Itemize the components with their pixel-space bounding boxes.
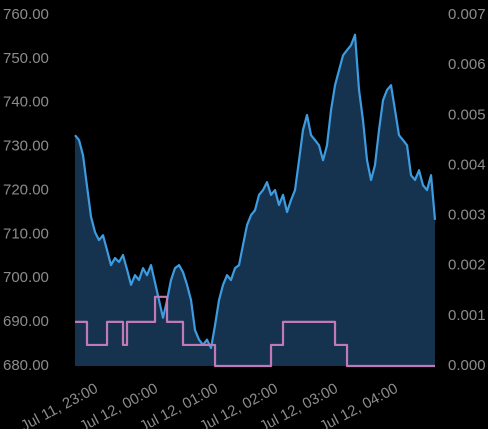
y-tick-label: 750.00 xyxy=(3,50,49,67)
y2-tick-label: 0.002 xyxy=(448,257,486,274)
y2-tick-label: 0.007 xyxy=(448,6,486,23)
y2-tick-label: 0.001 xyxy=(448,307,486,324)
line xyxy=(74,33,437,350)
line xyxy=(75,295,435,368)
y-tick-label: 680.00 xyxy=(3,357,49,374)
y2-tick-label: 0.003 xyxy=(448,207,486,224)
y2-tick-label: 0.000 xyxy=(448,357,486,374)
y-tick-label: 690.00 xyxy=(3,313,49,330)
y2-tick-label: 0.005 xyxy=(448,106,486,123)
y-tick-label: 730.00 xyxy=(3,138,49,155)
y2-tick-label: 0.006 xyxy=(448,56,486,73)
area xyxy=(75,34,435,367)
y-tick-label: 760.00 xyxy=(3,6,49,23)
y2-tick-label: 0.004 xyxy=(448,156,486,173)
y-tick-label: 700.00 xyxy=(3,269,49,286)
y-tick-label: 720.00 xyxy=(3,181,49,198)
y-tick-label: 710.00 xyxy=(3,225,49,242)
y-tick-label: 740.00 xyxy=(3,94,49,111)
